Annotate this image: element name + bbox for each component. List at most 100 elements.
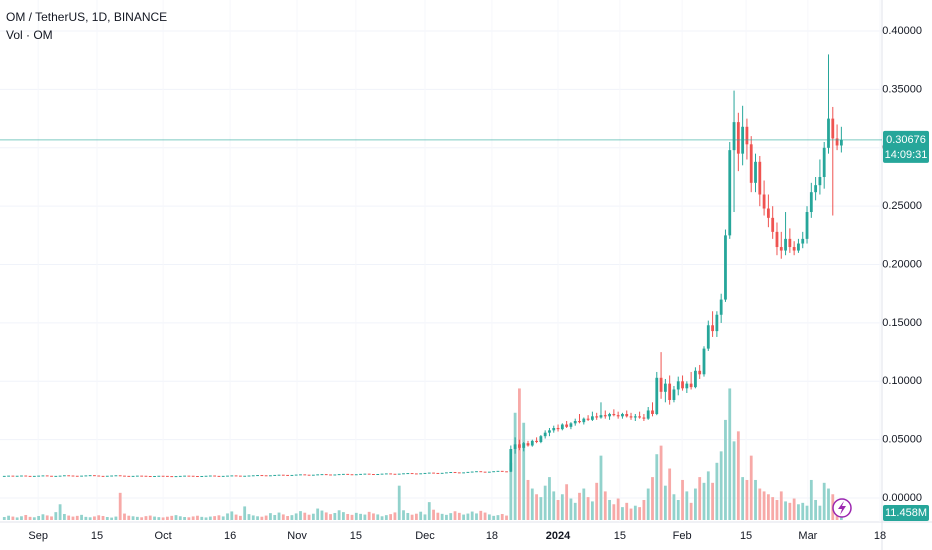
volume-bar [745,479,749,520]
candle-body [127,475,131,477]
candle-body [118,475,122,477]
volume-bar [346,513,350,520]
candle-body [668,383,672,400]
volume-bar [518,388,521,520]
candle-body [234,475,238,477]
candle-body [526,443,530,446]
candle-body [814,185,818,193]
volume-bar [698,477,702,520]
volume-bar [556,499,560,520]
volume-bar [376,514,380,520]
lightning-button[interactable] [832,498,852,518]
volume-bar [84,516,88,520]
candle-body [251,475,255,477]
candle-body [45,475,49,477]
volume-bar [350,514,354,520]
volume-bar [406,512,410,520]
volume-bar [2,516,6,520]
volume-bar [694,488,697,520]
volume-bar [758,488,762,520]
candle-body [831,118,835,139]
candle-body [32,475,36,477]
candle-body [694,370,697,388]
candle-body [208,475,212,477]
volume-bar [676,499,680,520]
candle-body [483,471,487,473]
candle-body [621,413,624,417]
volume-bar [479,510,483,520]
volume-bar [170,515,174,520]
candle-body [62,475,66,477]
volume-bar [397,485,401,520]
volume-bar [88,517,92,520]
volume-bar [651,477,654,520]
volume-bar [135,516,139,520]
candle-body [736,122,740,154]
candle-body [801,238,805,244]
volume-bar [178,516,182,520]
volume-bar [766,494,770,520]
volume-bar [668,468,672,520]
candle-body [487,471,491,473]
candle-body [582,418,586,423]
volume-bar [685,491,689,520]
volume-bar [621,507,624,520]
candle-body [380,473,384,475]
volume-bar [213,516,217,520]
candle-body [93,475,96,477]
volume-bar [779,491,783,520]
candle-body [221,475,225,477]
volume-bar [71,516,75,520]
candle-body [294,474,298,476]
candle-body [191,475,195,477]
volume-bar [711,482,714,520]
volume-bar [427,502,431,520]
volume-bar [702,482,706,520]
volume-bar [565,484,569,520]
volume-bar [153,516,156,520]
volume-bar [590,501,594,520]
candle-body [548,430,551,433]
volume-bar [372,513,375,520]
candle-body [543,432,547,437]
candle-body [706,325,710,349]
volume-bar [80,514,83,520]
volume-bar [166,516,169,520]
axes: 0.00000 0.05000 0.10000 0.15000 0.20000 0.250… [0,25,929,542]
candle-body [11,475,15,477]
volume-bar [28,516,32,520]
candle-body [595,416,599,418]
volume-tag [883,505,929,521]
volume-bar [247,514,251,520]
candle-body [724,235,727,300]
candle-body [97,475,101,477]
volume-bar [814,499,818,520]
volume-bar [24,514,28,520]
volume-bar [93,516,96,520]
x-tick-label: Mar [798,530,817,542]
volume-last-label: 11.458M [885,507,927,519]
candle-body [715,314,719,332]
volume-bar [75,515,79,520]
volume-bar [174,515,178,520]
candle-body [419,473,423,475]
candle-body [50,475,53,477]
volume-bar [41,514,45,520]
volume-bar [20,516,23,520]
candle-body [256,475,259,477]
candle-body [196,475,199,477]
volume-bar [243,506,247,520]
candle-body [659,377,663,392]
volume-bar [475,513,478,520]
candle-body [522,443,526,448]
volume-bar [470,511,474,520]
volume-bar [281,514,285,520]
volume-bar [706,471,710,520]
candle-body [226,475,229,477]
volume-bar [423,514,427,520]
volume-bar [62,513,66,520]
volume-bar [449,513,453,520]
price-tag [883,130,929,163]
lightning-icon[interactable] [838,501,846,515]
candle-body [410,473,414,475]
